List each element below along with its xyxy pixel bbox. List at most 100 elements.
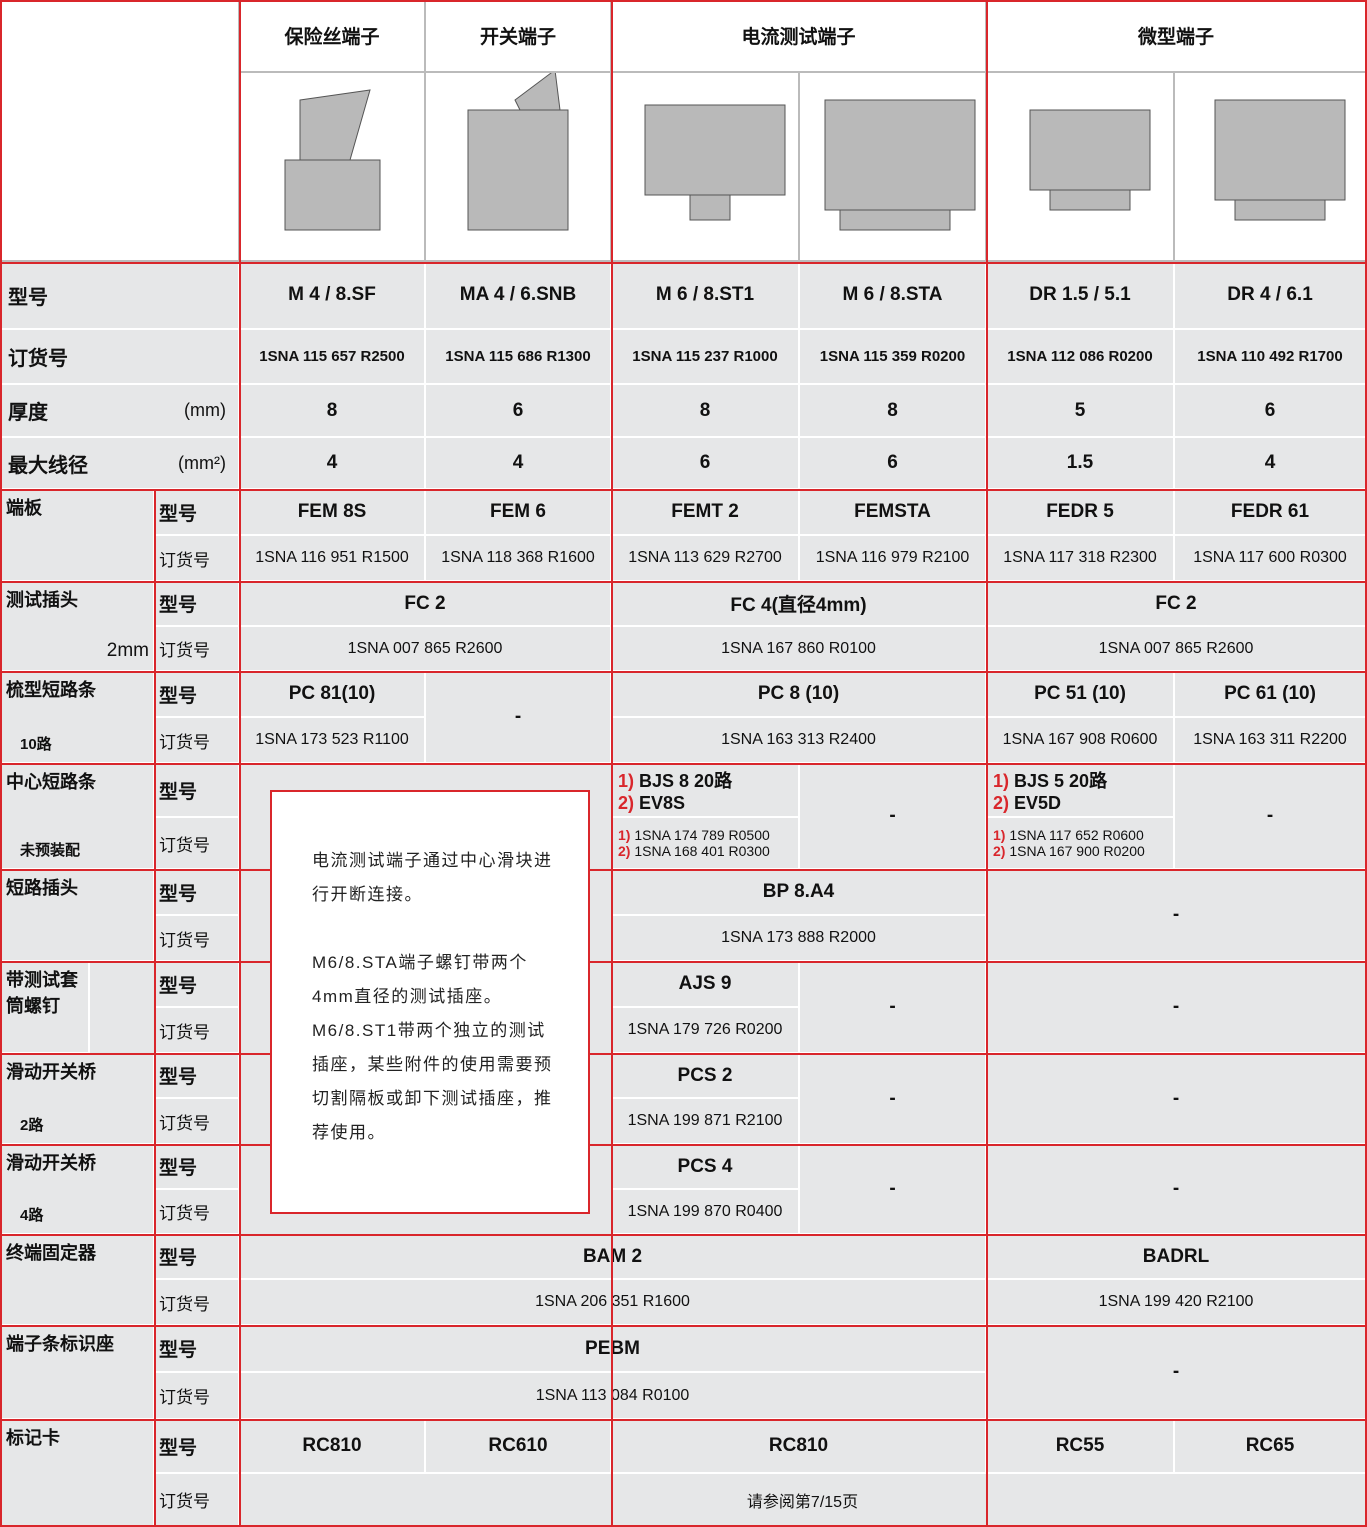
value-cell: 1SNA 163 311 R2200 — [1175, 718, 1367, 764]
value-cell: 1SNA 116 951 R1500 — [240, 536, 426, 582]
value-cell: 1) BJS 8 20路 2) EV8S — [612, 764, 800, 818]
group-label: 端板 — [0, 490, 155, 582]
row-label: 厚度 (mm) — [0, 385, 240, 438]
red-rule — [0, 489, 1367, 491]
note-box: 电流测试端子通过中心滑块进行开断连接。 M6/8.STA端子螺钉带两个4mm直径的… — [270, 790, 590, 1214]
sub-label: 订货号 — [155, 536, 240, 582]
item-marker: 1) — [618, 827, 631, 843]
value-cell: FEMT 2 — [612, 490, 800, 536]
red-rule — [0, 0, 1367, 2]
sub-label: 型号 — [155, 1235, 240, 1280]
value-cell: 1SNA 007 865 R2600 — [240, 627, 612, 672]
note-paragraph: 电流测试端子通过中心滑块进行开断连接。 — [312, 851, 553, 904]
sub-label: 型号 — [155, 870, 240, 916]
sub-label: 型号 — [155, 1054, 240, 1099]
value-cell: 1SNA 173 523 R1100 — [240, 718, 426, 764]
value-cell: 4 — [1175, 438, 1367, 490]
value-cell: - — [800, 1145, 987, 1235]
value-cell: FC 4(直径4mm) — [612, 582, 987, 627]
value-cell: 1SNA 199 420 R2100 — [987, 1280, 1367, 1326]
value-cell: 1SNA 110 492 R1700 — [1175, 330, 1367, 385]
unit: (mm) — [184, 400, 226, 420]
value-cell: 1) 1SNA 174 789 R0500 2) 1SNA 168 401 R03… — [612, 818, 800, 870]
value-cell: M 6 / 8.STA — [800, 262, 987, 330]
sub-label: 订货号 — [155, 818, 240, 870]
value-cell: 1SNA 113 629 R2700 — [612, 536, 800, 582]
red-rule — [154, 490, 156, 1527]
sub-label: 订货号 — [155, 916, 240, 962]
sub-label: 型号 — [155, 1420, 240, 1474]
item-text: 1SNA 167 900 R0200 — [1005, 843, 1145, 859]
group-label: 标记卡 — [0, 1420, 155, 1527]
item-marker: 2) — [618, 792, 635, 813]
sub-label: 订货号 — [155, 1008, 240, 1054]
value-cell: FC 2 — [240, 582, 612, 627]
value-cell: 6 — [426, 385, 612, 438]
group-header: 开关端子 — [426, 0, 612, 73]
image-cell — [0, 0, 240, 262]
value-cell: 1SNA 007 865 R2600 — [987, 627, 1367, 672]
group-label: 短路插头 — [0, 870, 155, 962]
value-cell: - — [987, 1326, 1367, 1420]
image-cell — [426, 73, 612, 262]
sub-label: 订货号 — [155, 1373, 240, 1420]
list-item: 2) 1SNA 167 900 R0200 — [993, 843, 1145, 859]
value-cell: BADRL — [987, 1235, 1367, 1280]
value-cell: - — [800, 1054, 987, 1145]
value-cell: DR 4 / 6.1 — [1175, 262, 1367, 330]
row-label: 最大线径 (mm²) — [0, 438, 240, 490]
image-cell — [1175, 73, 1367, 262]
sub-label: 订货号 — [155, 1474, 240, 1527]
item-text: 1SNA 174 789 R0500 — [630, 827, 770, 843]
value-cell: BP 8.A4 — [612, 870, 987, 916]
group-label: 终端固定器 — [0, 1235, 155, 1326]
value-cell: FEM 6 — [426, 490, 612, 536]
item-marker: 1) — [993, 827, 1006, 843]
value-cell: 6 — [612, 438, 800, 490]
sub-label: 型号 — [155, 582, 240, 627]
value-cell: FEM 8S — [240, 490, 426, 536]
value-cell: - — [1175, 764, 1367, 870]
value-cell: 8 — [240, 385, 426, 438]
value-cell: 1) 1SNA 117 652 R0600 2) 1SNA 167 900 R02… — [987, 818, 1175, 870]
group-note: 2mm — [106, 640, 149, 661]
red-rule — [0, 869, 1367, 871]
value-cell: 1SNA 179 726 R0200 — [612, 1008, 800, 1054]
value-cell: 1SNA 112 086 R0200 — [987, 330, 1175, 385]
sub-label: 型号 — [155, 672, 240, 718]
list-item: 1) BJS 5 20路 — [993, 767, 1107, 793]
sub-label: 订货号 — [155, 1280, 240, 1326]
value-cell: 1SNA 167 860 R0100 — [612, 627, 987, 672]
item-text: EV5D — [1009, 792, 1062, 813]
group-header: 电流测试端子 — [612, 0, 987, 73]
note-paragraph: M6/8.STA端子螺钉带两个4mm直径的测试插座。M6/8.ST1带两个独立的… — [312, 953, 553, 1142]
value-cell: FEMSTA — [800, 490, 987, 536]
item-text: 1SNA 117 652 R0600 — [1005, 827, 1144, 843]
item-marker: 1) — [993, 770, 1010, 791]
value-cell: 1) BJS 5 20路 2) EV5D — [987, 764, 1175, 818]
red-rule — [0, 763, 1367, 765]
sub-label: 订货号 — [155, 627, 240, 672]
item-marker: 2) — [993, 792, 1010, 813]
unit: (mm²) — [178, 452, 226, 473]
group-note: 2路 — [20, 1117, 44, 1134]
list-item: 2) EV5D — [993, 793, 1061, 814]
group-label: 滑动开关桥 2路 — [0, 1054, 155, 1145]
group-note: 4路 — [20, 1207, 44, 1224]
value-cell: - — [800, 962, 987, 1054]
group-header: 微型端子 — [987, 0, 1367, 73]
value-cell: FC 2 — [987, 582, 1367, 627]
group-note: 未预装配 — [20, 842, 81, 859]
value-cell: PCS 2 — [612, 1054, 800, 1099]
red-rule — [0, 671, 1367, 673]
value-cell: - — [987, 1054, 1367, 1145]
group-note: 10路 — [20, 736, 52, 753]
value-cell: 4 — [240, 438, 426, 490]
red-rule — [1365, 0, 1367, 1527]
value-cell: - — [800, 764, 987, 870]
value-cell: MA 4 / 6.SNB — [426, 262, 612, 330]
sub-label: 订货号 — [155, 718, 240, 764]
value-cell: 6 — [1175, 385, 1367, 438]
sub-label: 型号 — [155, 490, 240, 536]
red-rule — [0, 1525, 1367, 1527]
